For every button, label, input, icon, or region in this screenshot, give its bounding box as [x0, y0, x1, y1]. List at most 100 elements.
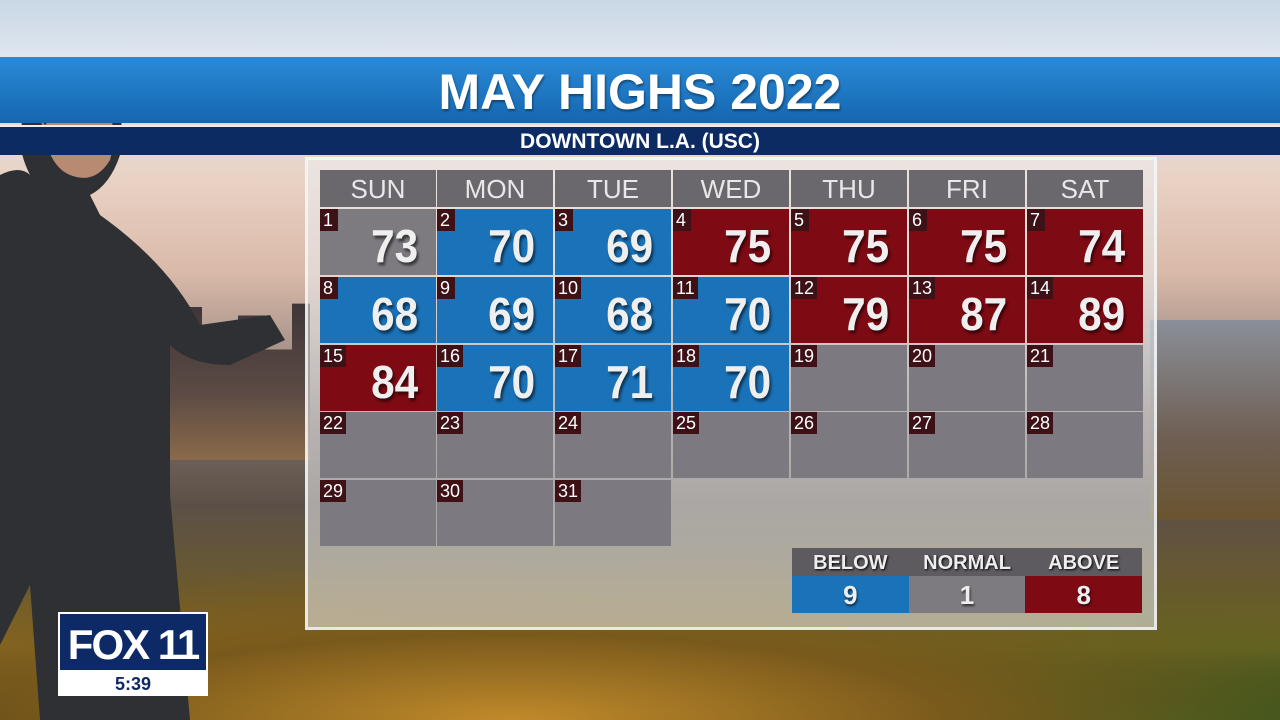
calendar-day: 26	[791, 412, 907, 478]
legend-label-above: ABOVE	[1048, 552, 1120, 574]
calendar-day: 30	[437, 480, 553, 546]
high-temperature: 70	[723, 356, 771, 408]
calendar-day: 23	[437, 412, 553, 478]
high-temperature: 89	[1077, 288, 1125, 340]
day-number: 4	[673, 209, 691, 231]
calendar-day: 18 70	[673, 345, 789, 411]
calendar-day: 31	[555, 480, 671, 546]
high-temperature: 75	[723, 220, 771, 272]
day-number: 2	[437, 209, 455, 231]
day-number: 12	[791, 277, 818, 299]
page-title: MAY HIGHS 2022	[438, 64, 842, 120]
weekday-header-tue: TUE	[555, 170, 671, 207]
calendar-day: 22	[320, 412, 436, 478]
background-city	[1150, 320, 1280, 520]
high-temperature: 69	[487, 288, 535, 340]
high-temperature: 68	[605, 288, 653, 340]
high-temperature: 87	[959, 288, 1007, 340]
day-number: 10	[555, 277, 582, 299]
calendar-day: 25	[673, 412, 789, 478]
calendar-day: 5 75	[791, 209, 907, 275]
day-number: 16	[437, 345, 464, 367]
title-banner: MAY HIGHS 2022	[0, 57, 1280, 123]
day-number: 9	[437, 277, 455, 299]
legend-header	[792, 548, 1142, 576]
calendar-day: 14 89	[1027, 277, 1143, 343]
calendar-day: 9 69	[437, 277, 553, 343]
day-number: 18	[673, 345, 700, 367]
high-temperature: 70	[487, 220, 535, 272]
high-temperature: 69	[605, 220, 653, 272]
day-number: 6	[909, 209, 927, 231]
calendar-day: 3 69	[555, 209, 671, 275]
high-temperature: 70	[487, 356, 535, 408]
day-number: 31	[555, 480, 582, 502]
high-temperature: 71	[605, 356, 653, 408]
subtitle-banner: DOWNTOWN L.A. (USC)	[0, 125, 1280, 155]
high-temperature: 68	[370, 288, 418, 340]
day-number: 25	[673, 412, 700, 434]
high-temperature: 74	[1077, 220, 1125, 272]
calendar-day: 17 71	[555, 345, 671, 411]
calendar-day: 2 70	[437, 209, 553, 275]
day-number: 5	[791, 209, 809, 231]
legend-count-below: 9	[792, 576, 909, 613]
calendar-day: 13 87	[909, 277, 1025, 343]
calendar-day: 16 70	[437, 345, 553, 411]
high-temperature: 75	[841, 220, 889, 272]
calendar-day: 20	[909, 345, 1025, 411]
day-number: 21	[1027, 345, 1054, 367]
weekday-header-fri: FRI	[909, 170, 1025, 207]
calendar-day: 29	[320, 480, 436, 546]
day-number: 11	[673, 277, 698, 299]
calendar-day: 1 73	[320, 209, 436, 275]
calendar-day: 12 79	[791, 277, 907, 343]
weekday-header-thu: THU	[791, 170, 907, 207]
weekday-header-mon: MON	[437, 170, 553, 207]
calendar-day: 24	[555, 412, 671, 478]
day-number: 23	[437, 412, 464, 434]
day-number: 1	[320, 209, 338, 231]
day-number: 29	[320, 480, 347, 502]
weekday-header-wed: WED	[673, 170, 789, 207]
day-number: 27	[909, 412, 936, 434]
high-temperature: 84	[370, 356, 418, 408]
high-temperature: 73	[370, 220, 418, 272]
day-number: 28	[1027, 412, 1054, 434]
day-number: 22	[320, 412, 347, 434]
calendar-day: 19	[791, 345, 907, 411]
day-number: 24	[555, 412, 582, 434]
day-number: 20	[909, 345, 936, 367]
high-temperature: 79	[841, 288, 889, 340]
day-number: 14	[1027, 277, 1054, 299]
day-number: 26	[791, 412, 818, 434]
location-subtitle: DOWNTOWN L.A. (USC)	[520, 130, 760, 153]
logo-text: FOX 11	[58, 612, 208, 672]
calendar-day: 27	[909, 412, 1025, 478]
calendar-day: 7 74	[1027, 209, 1143, 275]
day-number: 13	[909, 277, 936, 299]
calendar-day: 6 75	[909, 209, 1025, 275]
high-temperature: 75	[959, 220, 1007, 272]
calendar-day: 8 68	[320, 277, 436, 343]
calendar-day: 28	[1027, 412, 1143, 478]
day-number: 7	[1027, 209, 1045, 231]
high-temperature: 70	[723, 288, 771, 340]
legend: BELOW 9 NORMAL 1 ABOVE 8	[792, 548, 1143, 613]
calendar-day: 15 84	[320, 345, 436, 411]
calendar-day: 10 68	[555, 277, 671, 343]
day-number: 3	[555, 209, 573, 231]
legend-label-below: BELOW	[813, 552, 888, 574]
weekday-header-sat: SAT	[1027, 170, 1143, 207]
legend-label-normal: NORMAL	[923, 552, 1011, 574]
weekday-header-sun: SUN	[320, 170, 436, 207]
calendar-day: 11 70	[673, 277, 789, 343]
day-number: 30	[437, 480, 464, 502]
legend-count-normal: 1	[908, 576, 1026, 613]
day-number: 15	[320, 345, 347, 367]
legend-count-above: 8	[1025, 576, 1143, 613]
day-number: 19	[791, 345, 818, 367]
fox11-logo: FOX 11 5:39	[58, 612, 208, 696]
calendar-day: 21	[1027, 345, 1143, 411]
clock-time: 5:39	[58, 672, 208, 696]
